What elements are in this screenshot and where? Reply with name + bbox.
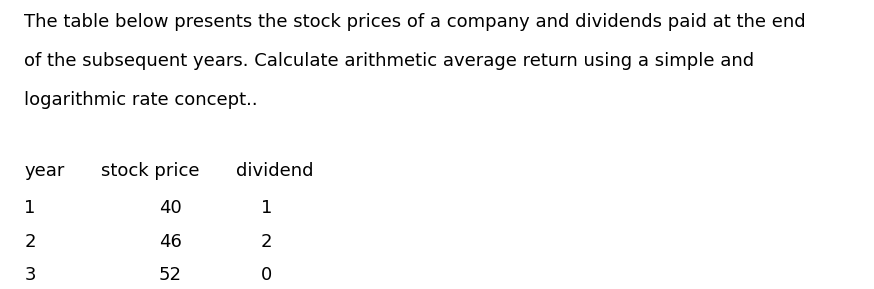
Text: 1: 1 xyxy=(260,199,273,217)
Text: of the subsequent years. Calculate arithmetic average return using a simple and: of the subsequent years. Calculate arith… xyxy=(24,52,754,70)
Text: 52: 52 xyxy=(159,266,182,284)
Text: The table below presents the stock prices of a company and dividends paid at the: The table below presents the stock price… xyxy=(24,13,806,31)
Text: 1: 1 xyxy=(24,199,36,217)
Text: logarithmic rate concept..: logarithmic rate concept.. xyxy=(24,91,258,109)
Text: year: year xyxy=(24,162,65,180)
Text: 2: 2 xyxy=(260,233,273,251)
Text: 46: 46 xyxy=(159,233,182,251)
Text: dividend: dividend xyxy=(236,162,314,180)
Text: stock price: stock price xyxy=(101,162,199,180)
Text: 2: 2 xyxy=(24,233,36,251)
Text: 40: 40 xyxy=(159,199,182,217)
Text: 3: 3 xyxy=(24,266,36,284)
Text: 0: 0 xyxy=(261,266,272,284)
